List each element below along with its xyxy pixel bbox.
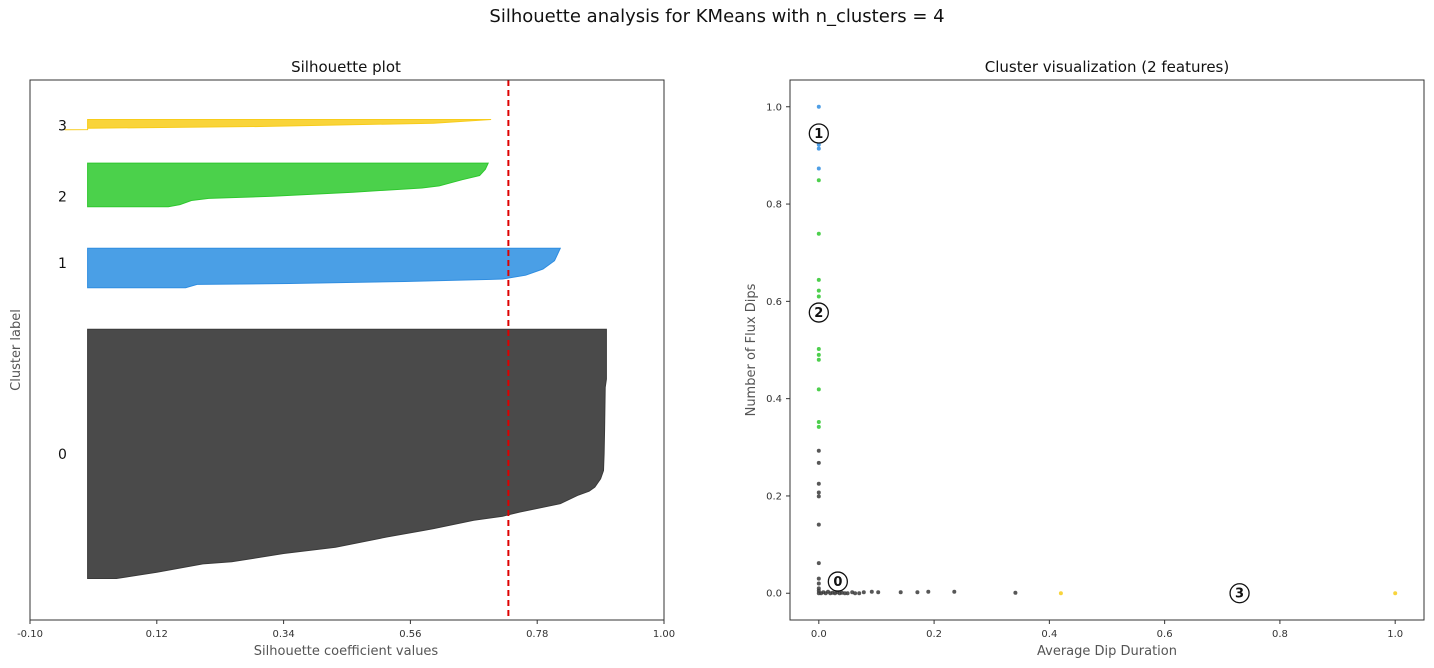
silhouette-y-axis-label: Cluster label — [9, 309, 24, 391]
scatter-point-cluster-0 — [869, 589, 874, 594]
scatter-point-cluster-0 — [915, 590, 920, 595]
figure-title: Silhouette analysis for KMeans with n_cl… — [489, 6, 945, 27]
cluster-center-marker-1 — [808, 123, 829, 144]
x-tick-label: 1.00 — [653, 629, 675, 640]
scatter-point-cluster-2 — [816, 178, 821, 183]
cluster-label-0: 0 — [58, 447, 67, 463]
y-tick-label: 0.4 — [766, 394, 782, 405]
x-tick-label: 0.56 — [399, 629, 421, 640]
x-tick-label: 0.6 — [1157, 629, 1173, 640]
scatter-point-cluster-1 — [816, 142, 821, 147]
y-tick-label: 0.0 — [766, 589, 782, 600]
scatter-point-cluster-0 — [816, 576, 821, 581]
silhouette-fill-cluster-3 — [64, 119, 492, 131]
scatter-point-cluster-0 — [1013, 590, 1018, 595]
x-tick-label: 0.0 — [811, 629, 827, 640]
cluster-center-marker-3 — [1229, 583, 1250, 604]
scatter-point-cluster-0 — [857, 591, 862, 596]
x-tick-label: 1.0 — [1387, 629, 1403, 640]
scatter-point-cluster-2 — [816, 387, 821, 392]
scatter-x-ticks: 0.0 0.2 0.4 0.6 0.8 1.0 — [811, 620, 1403, 640]
scatter-point-cluster-2 — [816, 347, 821, 351]
scatter-point-cluster-2 — [816, 424, 821, 429]
scatter-point-cluster-2 — [816, 352, 821, 357]
silhouette-x-axis-label: Silhouette coefficient values — [254, 644, 439, 659]
y-tick-label: 0.8 — [766, 200, 782, 211]
scatter-plot-frame — [789, 79, 1425, 621]
cluster-center-label-0: 0 — [833, 575, 842, 590]
scatter-point-cluster-2 — [816, 277, 821, 282]
x-tick-label: 0.8 — [1272, 629, 1288, 640]
scatter-point-cluster-0 — [816, 522, 821, 527]
scatter-point-cluster-0 — [842, 591, 847, 596]
scatter-point-cluster-0 — [816, 490, 821, 495]
x-tick-label: 0.4 — [1041, 629, 1057, 640]
y-tick-label: 0.6 — [766, 297, 782, 308]
cluster-centers: 0 1 2 3 — [808, 123, 1250, 604]
scatter-y-axis-label: Number of Flux Dips — [744, 283, 759, 416]
scatter-point-cluster-2 — [816, 231, 821, 236]
cluster-label-3: 3 — [58, 119, 67, 135]
cluster-center-label-2: 2 — [814, 306, 823, 321]
scatter-point-cluster-1 — [816, 146, 821, 151]
x-tick-label: 0.34 — [272, 629, 294, 640]
scatter-point-cluster-0 — [845, 591, 850, 596]
cluster-scatter-axes: Cluster visualization (2 features) 0123 … — [744, 58, 1425, 659]
scatter-point-cluster-0 — [816, 561, 821, 566]
scatter-point-cluster-0 — [816, 581, 821, 586]
scatter-point-cluster-0 — [816, 448, 821, 453]
y-tick-label: 1.0 — [766, 102, 782, 113]
scatter-point-cluster-2 — [816, 294, 821, 299]
scatter-point-cluster-2 — [816, 288, 821, 293]
cluster-center-label-3: 3 — [1235, 587, 1244, 602]
x-tick-label: 0.2 — [926, 629, 942, 640]
silhouette-fill-cluster-0 — [87, 328, 607, 579]
scatter-y-ticks: 0.0 0.2 0.4 0.6 0.8 1.0 — [766, 102, 790, 600]
cluster-label-1: 1 — [58, 256, 67, 272]
x-tick-label: 0.78 — [526, 629, 548, 640]
scatter-point-cluster-3 — [1058, 591, 1063, 596]
x-tick-label: 0.12 — [146, 629, 168, 640]
x-tick-label: -0.10 — [17, 629, 43, 640]
scatter-point-cluster-0 — [816, 494, 821, 499]
scatter-point-cluster-0 — [816, 481, 821, 486]
y-tick-label: 0.2 — [766, 491, 782, 502]
silhouette-plot-title: Silhouette plot — [291, 58, 401, 76]
scatter-point-cluster-0 — [853, 591, 858, 596]
silhouette-plot-frame — [29, 79, 665, 621]
cluster-center-marker-0 — [827, 571, 848, 592]
scatter-x-axis-label: Average Dip Duration — [1037, 644, 1177, 659]
scatter-point-cluster-0 — [898, 590, 903, 595]
cluster-center-marker-2 — [808, 302, 829, 323]
scatter-point-cluster-2 — [816, 420, 821, 424]
scatter-point-cluster-2 — [816, 357, 821, 362]
silhouette-fills — [64, 119, 607, 579]
cluster-center-label-1: 1 — [814, 127, 823, 142]
scatter-point-cluster-0 — [876, 590, 881, 595]
scatter-point-cluster-0 — [861, 590, 866, 595]
scatter-point-cluster-0 — [926, 589, 931, 594]
scatter-point-cluster-0 — [952, 589, 957, 594]
silhouette-fill-cluster-1 — [87, 247, 562, 289]
scatter-points — [816, 104, 1398, 596]
scatter-point-cluster-1 — [816, 166, 821, 171]
scatter-point-cluster-3 — [1393, 591, 1398, 596]
silhouette-x-ticks: -0.10 0.12 0.34 0.56 0.78 1.00 — [17, 620, 675, 640]
scatter-point-cluster-1 — [816, 104, 821, 109]
silhouette-cluster-labels: 0 1 2 3 — [58, 119, 67, 463]
silhouette-plot-axes: Silhouette plot 0 1 2 3 -0.10 0.12 0.34 0.56 0.… — [9, 58, 675, 659]
silhouette-fill-cluster-2 — [87, 162, 489, 208]
cluster-label-2: 2 — [58, 189, 67, 205]
scatter-plot-title: Cluster visualization (2 features) — [985, 58, 1229, 76]
scatter-point-cluster-0 — [816, 460, 821, 465]
